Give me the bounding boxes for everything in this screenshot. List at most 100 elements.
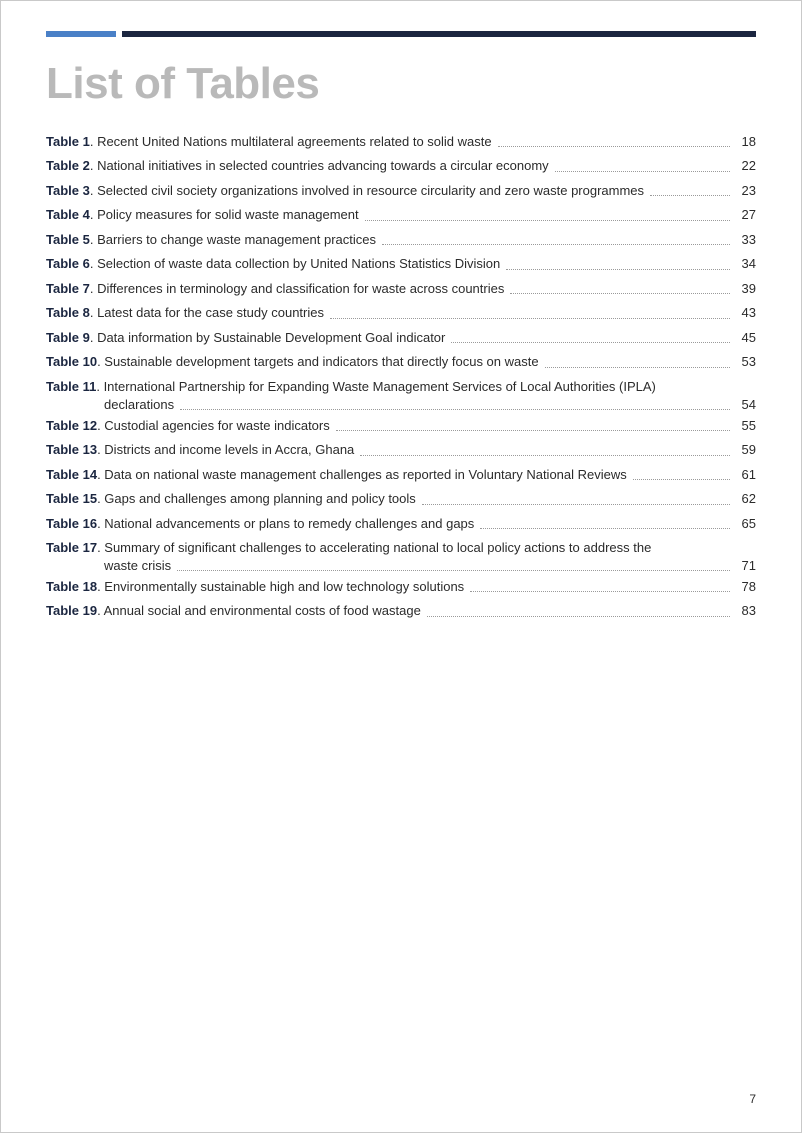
toc-label: Table 10 <box>46 353 97 371</box>
toc-entry-line2: declarations 54 <box>46 396 756 414</box>
toc-label: Table 7 <box>46 280 90 298</box>
toc-description: . Barriers to change waste management pr… <box>90 231 376 249</box>
toc-leader <box>180 409 730 410</box>
toc-leader <box>650 195 730 196</box>
toc-description: . Custodial agencies for waste indicator… <box>97 417 330 435</box>
toc-entry: Table 19. Annual social and environmenta… <box>46 599 756 624</box>
toc-page: 55 <box>736 417 756 435</box>
top-rule-accent <box>46 31 116 37</box>
toc-description: . National initiatives in selected count… <box>90 157 549 175</box>
toc-leader <box>422 504 730 505</box>
toc-description: . Differences in terminology and classif… <box>90 280 505 298</box>
toc-entry: Table 11. International Partnership for … <box>46 374 756 413</box>
toc-entry: Table 4. Policy measures for solid waste… <box>46 203 756 228</box>
toc-label: Table 13 <box>46 441 97 459</box>
toc-entry: Table 7. Differences in terminology and … <box>46 276 756 301</box>
toc-leader <box>470 591 730 592</box>
toc-entry-line1: Table 17. Summary of significant challen… <box>46 536 756 557</box>
toc-description: . Latest data for the case study countri… <box>90 304 324 322</box>
toc-leader <box>330 318 730 319</box>
toc-description-cont: declarations <box>104 396 174 414</box>
toc-description: . Environmentally sustainable high and l… <box>97 578 464 596</box>
toc-label: Table 18 <box>46 578 97 596</box>
toc-label: Table 19 <box>46 602 97 620</box>
toc-description: . Recent United Nations multilateral agr… <box>90 133 492 151</box>
toc-leader <box>382 244 730 245</box>
toc-leader <box>633 479 730 480</box>
toc-entry: Table 8. Latest data for the case study … <box>46 301 756 326</box>
toc-description: . Data information by Sustainable Develo… <box>90 329 446 347</box>
toc-description: . Annual social and environmental costs … <box>97 602 421 620</box>
toc-entry: Table 9. Data information by Sustainable… <box>46 325 756 350</box>
toc-label: Table 15 <box>46 490 97 508</box>
toc-label: Table 6 <box>46 255 90 273</box>
toc-leader <box>360 455 730 456</box>
toc-page: 23 <box>736 182 756 200</box>
toc-description: . National advancements or plans to reme… <box>97 515 474 533</box>
toc-page: 53 <box>736 353 756 371</box>
toc-page: 39 <box>736 280 756 298</box>
toc-description-cont: waste crisis <box>104 557 171 575</box>
toc-entry: Table 3. Selected civil society organiza… <box>46 178 756 203</box>
toc-label: Table 11 <box>46 378 96 396</box>
toc-label: Table 3 <box>46 182 90 200</box>
toc-page: 62 <box>736 490 756 508</box>
toc-entry: Table 17. Summary of significant challen… <box>46 536 756 575</box>
toc-leader <box>451 342 730 343</box>
toc-entry-line2: waste crisis 71 <box>46 557 756 575</box>
toc-entry: Table 1. Recent United Nations multilate… <box>46 129 756 154</box>
toc-entry: Table 2. National initiatives in selecte… <box>46 154 756 179</box>
toc-description: . Districts and income levels in Accra, … <box>97 441 354 459</box>
toc-page: 22 <box>736 157 756 175</box>
toc-label: Table 14 <box>46 466 97 484</box>
toc-entry: Table 13. Districts and income levels in… <box>46 438 756 463</box>
toc-description: . Sustainable development targets and in… <box>97 353 539 371</box>
toc-description: . Gaps and challenges among planning and… <box>97 490 416 508</box>
toc-leader <box>506 269 730 270</box>
toc-label: Table 1 <box>46 133 90 151</box>
toc-leader <box>480 528 730 529</box>
toc-page: 18 <box>736 133 756 151</box>
toc-description: . Policy measures for solid waste manage… <box>90 206 359 224</box>
toc-description: . Selected civil society organizations i… <box>90 182 644 200</box>
toc-description: . Data on national waste management chal… <box>97 466 627 484</box>
toc-description: . International Partnership for Expandin… <box>96 378 656 396</box>
toc-label: Table 5 <box>46 231 90 249</box>
toc-page: 61 <box>736 466 756 484</box>
toc-label: Table 4 <box>46 206 90 224</box>
toc-entry: Table 5. Barriers to change waste manage… <box>46 227 756 252</box>
toc-leader <box>545 367 730 368</box>
toc-label: Table 16 <box>46 515 97 533</box>
toc-entry: Table 18. Environmentally sustainable hi… <box>46 574 756 599</box>
toc-page: 65 <box>736 515 756 533</box>
toc-entry: Table 6. Selection of waste data collect… <box>46 252 756 277</box>
toc-leader <box>427 616 730 617</box>
page-title: List of Tables <box>46 59 756 109</box>
list-of-tables: Table 1. Recent United Nations multilate… <box>46 129 756 623</box>
toc-entry-line1: Table 11. International Partnership for … <box>46 374 756 395</box>
toc-entry: Table 10. Sustainable development target… <box>46 350 756 375</box>
toc-leader <box>177 570 730 571</box>
page: List of Tables Table 1. Recent United Na… <box>1 1 801 1132</box>
toc-leader <box>336 430 730 431</box>
toc-page: 71 <box>736 557 756 575</box>
toc-entry: Table 16. National advancements or plans… <box>46 511 756 536</box>
top-rule-main <box>122 31 756 37</box>
toc-leader <box>498 146 730 147</box>
toc-page: 34 <box>736 255 756 273</box>
toc-page: 83 <box>736 602 756 620</box>
toc-entry: Table 15. Gaps and challenges among plan… <box>46 487 756 512</box>
toc-page: 59 <box>736 441 756 459</box>
top-rule <box>46 31 756 37</box>
toc-page: 43 <box>736 304 756 322</box>
toc-leader <box>510 293 730 294</box>
toc-entry: Table 14. Data on national waste managem… <box>46 462 756 487</box>
toc-description: . Selection of waste data collection by … <box>90 255 500 273</box>
toc-label: Table 8 <box>46 304 90 322</box>
toc-label: Table 17 <box>46 539 97 557</box>
toc-leader <box>555 171 730 172</box>
toc-page: 27 <box>736 206 756 224</box>
toc-page: 45 <box>736 329 756 347</box>
toc-page: 54 <box>736 396 756 414</box>
toc-entry: Table 12. Custodial agencies for waste i… <box>46 413 756 438</box>
